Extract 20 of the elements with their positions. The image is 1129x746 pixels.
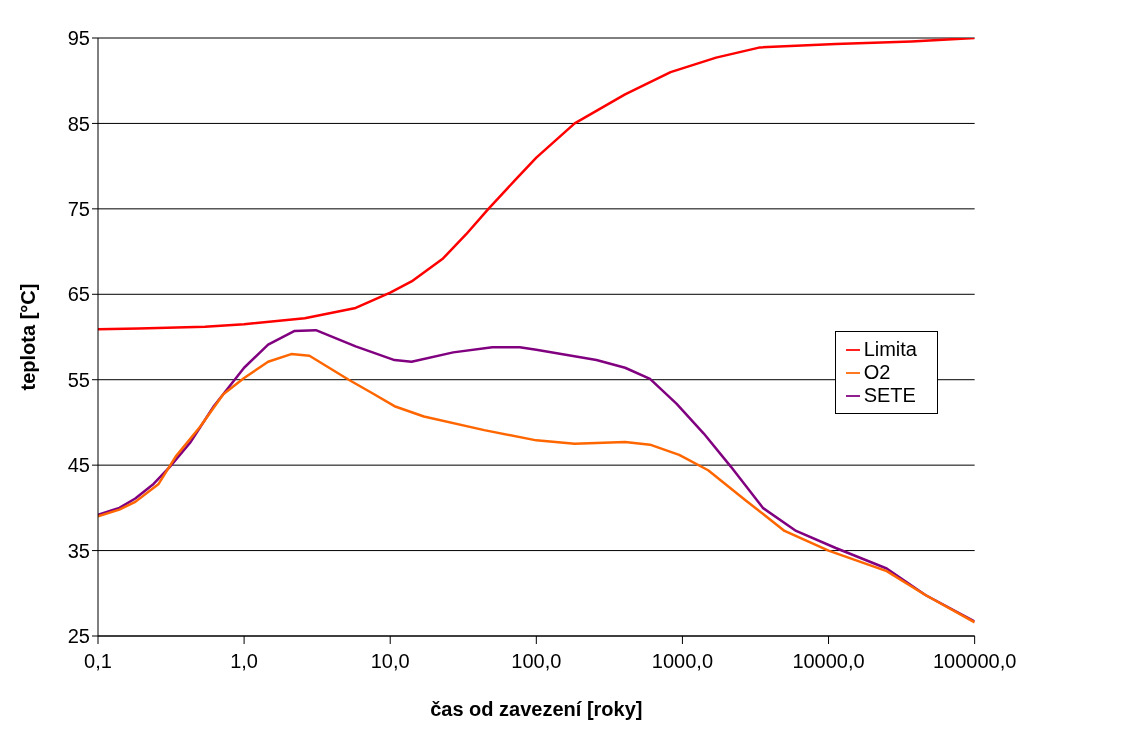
y-tick-label: 75 [67,197,90,220]
x-tick-label: 100,0 [511,650,562,673]
legend-label: Limita [863,337,917,360]
x-tick-label: 1,0 [230,650,259,673]
y-tick-label: 65 [67,283,90,306]
y-tick-label: 85 [67,112,90,135]
x-tick-label: 10,0 [370,650,410,673]
y-axis-title: teplota [°C] [17,283,40,391]
y-tick-label: 35 [67,539,90,562]
x-tick-label: 10000,0 [792,650,865,673]
y-tick-label: 25 [67,625,90,648]
legend-label: O2 [863,360,891,383]
x-tick-label: 1000,0 [651,650,714,673]
y-tick-label: 55 [67,368,90,391]
legend-label: SETE [863,383,916,406]
y-tick-label: 45 [67,454,90,477]
y-tick-label: 95 [67,27,90,50]
x-axis-title: čas od zavezení [roky] [430,698,643,720]
x-tick-label: 100000,0 [932,650,1017,673]
x-tick-label: 0,1 [84,650,112,673]
